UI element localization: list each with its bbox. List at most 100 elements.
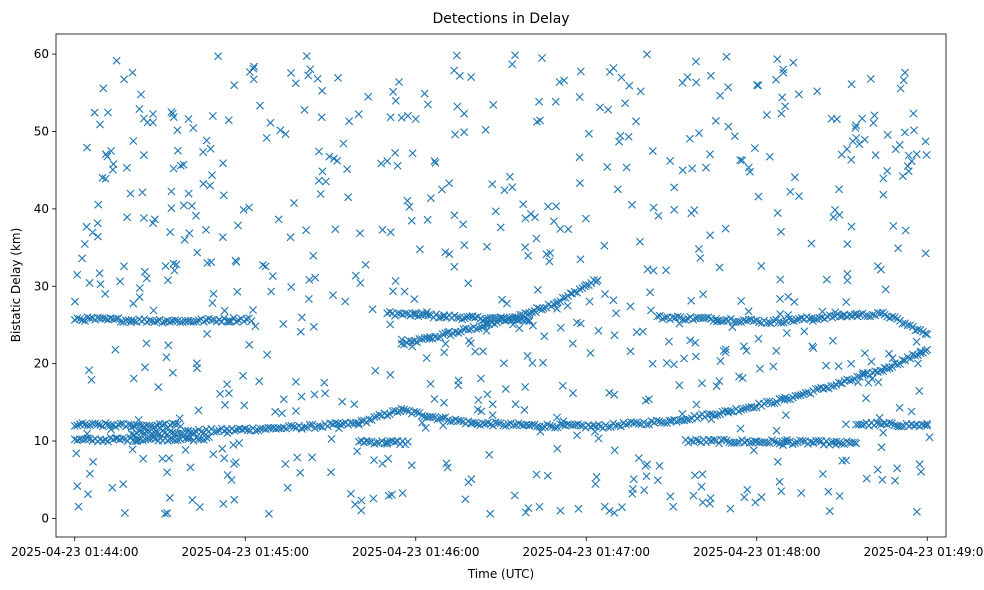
data-point <box>339 139 348 148</box>
data-point <box>696 254 705 262</box>
data-point <box>829 382 838 391</box>
data-point <box>757 493 766 502</box>
data-point <box>138 188 147 197</box>
data-point <box>111 345 120 354</box>
data-point <box>744 315 753 324</box>
data-point <box>750 144 759 153</box>
data-point <box>800 327 809 336</box>
data-point <box>93 420 102 429</box>
data-point <box>407 216 416 225</box>
data-point <box>189 317 198 326</box>
data-point <box>624 419 633 428</box>
data-point <box>133 437 142 446</box>
data-point <box>784 292 793 301</box>
data-point <box>194 406 203 415</box>
data-point <box>521 508 530 517</box>
data-point <box>75 315 84 323</box>
data-point <box>500 186 509 195</box>
data-point <box>83 143 92 152</box>
data-point <box>188 496 197 504</box>
data-point <box>907 407 916 416</box>
data-point <box>543 420 552 429</box>
data-point <box>476 374 485 383</box>
data-point <box>453 313 461 322</box>
data-point <box>430 395 439 403</box>
data-point <box>699 290 708 299</box>
data-point <box>695 129 703 138</box>
data-point <box>545 257 554 266</box>
data-point <box>596 103 604 112</box>
data-point <box>428 412 437 421</box>
data-point <box>204 314 213 323</box>
data-point <box>360 438 368 447</box>
data-point <box>728 323 737 332</box>
data-point <box>256 101 264 110</box>
data-point <box>921 329 930 338</box>
data-point <box>474 396 483 404</box>
data-point <box>261 425 270 434</box>
data-point <box>713 410 722 419</box>
data-point <box>389 87 398 96</box>
data-point <box>357 496 366 505</box>
data-point <box>314 147 323 156</box>
data-point <box>745 438 754 447</box>
data-point <box>353 447 362 456</box>
data-point <box>822 275 831 284</box>
y-tick-label: 10 <box>34 434 49 448</box>
data-point <box>372 438 381 447</box>
data-point <box>885 349 893 358</box>
data-point <box>908 322 917 331</box>
data-point <box>538 423 547 432</box>
data-point <box>231 458 240 467</box>
data-point <box>754 81 763 90</box>
data-point <box>638 327 647 336</box>
data-point <box>101 150 110 159</box>
data-point <box>112 56 121 65</box>
data-point <box>98 314 107 323</box>
data-point <box>261 262 270 271</box>
data-point <box>488 411 497 420</box>
data-point <box>354 420 363 429</box>
data-point <box>828 336 837 345</box>
data-point <box>119 480 128 489</box>
data-point <box>193 248 202 257</box>
data-point <box>433 333 442 342</box>
data-point <box>698 470 707 479</box>
data-point <box>365 437 374 446</box>
data-point <box>441 339 450 348</box>
data-point <box>267 287 276 296</box>
data-point <box>305 420 314 429</box>
data-point <box>219 191 228 200</box>
data-point <box>893 464 902 473</box>
data-point <box>621 99 630 108</box>
data-point <box>420 89 429 98</box>
data-point <box>818 470 827 478</box>
data-point <box>389 287 397 296</box>
data-point <box>386 370 395 379</box>
data-point <box>894 244 903 253</box>
data-point <box>542 250 551 259</box>
data-point <box>438 413 447 422</box>
data-point <box>543 471 552 480</box>
data-point <box>129 374 138 383</box>
data-point <box>364 92 373 101</box>
data-point <box>78 316 87 325</box>
data-point <box>744 307 753 316</box>
data-point <box>296 468 305 477</box>
data-point <box>655 417 664 426</box>
data-point <box>378 225 387 234</box>
data-point <box>898 319 907 328</box>
data-point <box>350 400 359 409</box>
data-point <box>287 69 295 77</box>
data-point <box>331 419 340 427</box>
data-point <box>172 260 181 269</box>
data-point <box>726 407 735 416</box>
data-point <box>724 122 733 131</box>
data-point <box>370 456 378 465</box>
data-point <box>400 287 409 296</box>
data-point <box>230 495 239 504</box>
data-point <box>85 278 94 287</box>
data-point <box>715 377 724 386</box>
data-point <box>467 73 476 82</box>
